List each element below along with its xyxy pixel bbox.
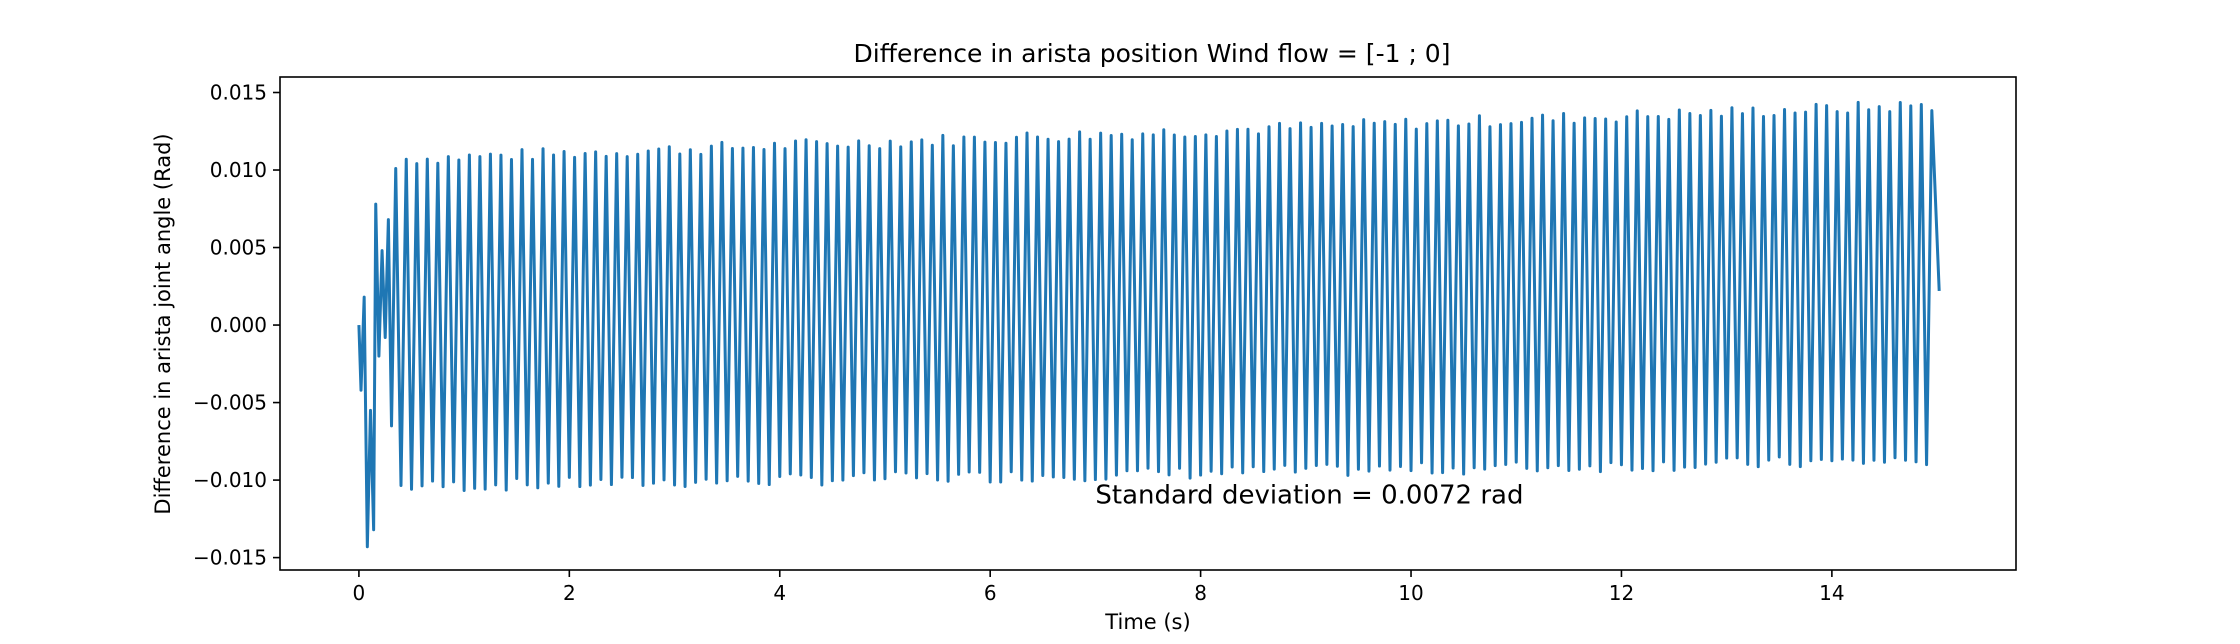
y-tick-label: −0.010 [193, 468, 267, 492]
y-tick-label: −0.005 [193, 391, 267, 415]
std-dev-annotation: Standard deviation = 0.0072 rad [1095, 480, 1523, 510]
x-tick-label: 0 [353, 581, 366, 605]
x-axis-label: Time (s) [1104, 610, 1190, 634]
y-tick-label: 0.000 [210, 313, 267, 337]
x-tick-label: 14 [1819, 581, 1844, 605]
y-tick-label: −0.015 [193, 546, 267, 570]
x-tick-label: 12 [1609, 581, 1634, 605]
x-tick-label: 6 [984, 581, 997, 605]
y-tick-label: 0.005 [210, 236, 267, 260]
y-axis-label: Difference in arista joint angle (Rad) [151, 133, 175, 514]
x-tick-label: 8 [1194, 581, 1207, 605]
y-tick-label: 0.015 [210, 81, 267, 105]
x-tick-label: 2 [563, 581, 576, 605]
chart-title: Difference in arista position Wind flow … [854, 39, 1451, 68]
x-tick-label: 4 [773, 581, 786, 605]
x-tick-label: 10 [1398, 581, 1423, 605]
y-tick-label: 0.010 [210, 158, 267, 182]
